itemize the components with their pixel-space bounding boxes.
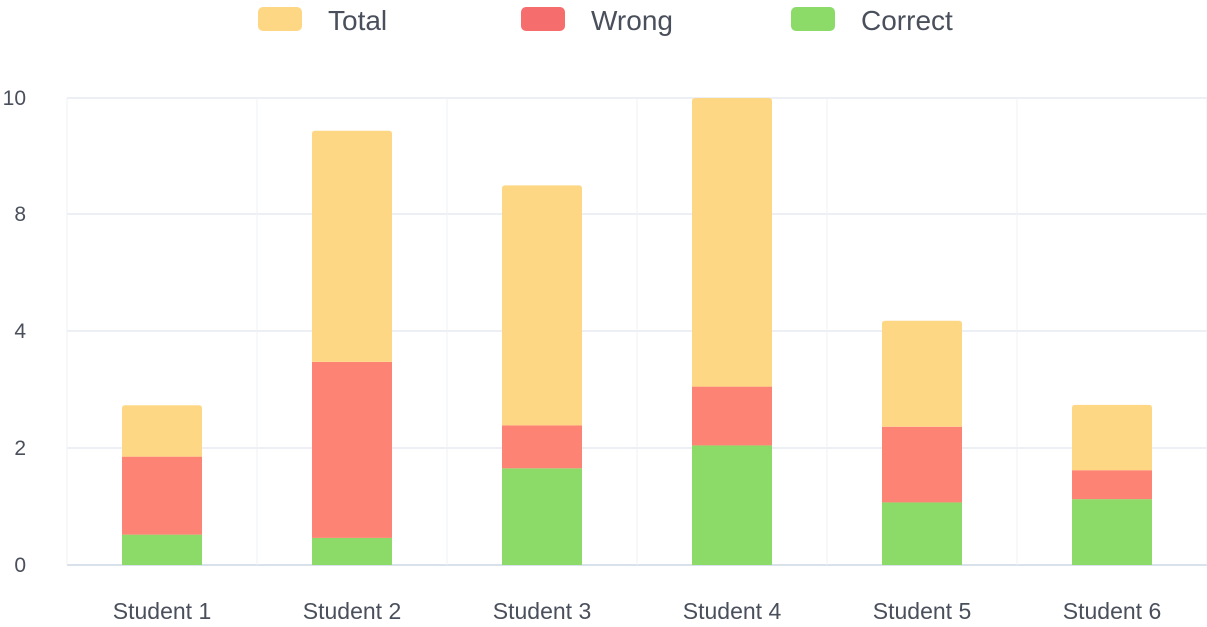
bar-stack	[692, 98, 772, 565]
bar-correct[interactable]	[882, 502, 962, 565]
legend-label: Wrong	[591, 5, 673, 36]
bar-wrong[interactable]	[1072, 470, 1152, 500]
legend-item[interactable]: Wrong	[521, 5, 673, 36]
y-tick-label: 2	[14, 437, 26, 460]
legend-item[interactable]: Correct	[791, 5, 953, 36]
legend-label: Total	[328, 5, 387, 36]
x-tick-label: Student 5	[873, 598, 971, 624]
bar-total[interactable]	[1072, 404, 1152, 471]
bar-total[interactable]	[122, 405, 202, 457]
y-tick-label: 8	[14, 203, 26, 226]
legend-swatch	[521, 7, 565, 31]
x-tick-label: Student 3	[493, 598, 591, 624]
bar-total[interactable]	[502, 185, 582, 426]
legend-swatch	[791, 7, 835, 31]
bar-wrong[interactable]	[312, 361, 392, 538]
legend: Total Wrong Correct	[258, 5, 953, 36]
bar-wrong[interactable]	[882, 426, 962, 503]
x-tick-label: Student 1	[113, 598, 211, 624]
y-axis: 0 2 4 8 10	[3, 87, 27, 577]
bar-correct[interactable]	[1072, 499, 1152, 565]
x-tick-label: Student 6	[1063, 598, 1161, 624]
bar-wrong[interactable]	[692, 386, 772, 446]
bar-stack	[312, 130, 392, 565]
legend-swatch	[258, 7, 302, 31]
bar-wrong[interactable]	[502, 425, 582, 469]
bars	[122, 98, 1152, 565]
y-tick-label: 0	[14, 554, 26, 577]
legend-item[interactable]: Total	[258, 5, 387, 36]
bar-stack	[122, 405, 202, 565]
y-tick-label: 4	[14, 320, 26, 343]
bar-correct[interactable]	[502, 468, 582, 565]
x-tick-label: Student 4	[683, 598, 782, 624]
bar-stack	[882, 320, 962, 565]
y-tick-label: 10	[3, 87, 26, 110]
bar-stack	[502, 185, 582, 565]
bar-total[interactable]	[312, 130, 392, 362]
x-tick-label: Student 2	[303, 598, 401, 624]
bar-correct[interactable]	[692, 445, 772, 565]
bar-stack	[1072, 404, 1152, 565]
legend-label: Correct	[861, 5, 953, 36]
bar-total[interactable]	[692, 98, 772, 387]
bar-wrong[interactable]	[122, 456, 202, 535]
gridlines	[66, 97, 1207, 566]
bar-correct[interactable]	[122, 534, 202, 565]
bar-total[interactable]	[882, 320, 962, 427]
bar-correct[interactable]	[312, 537, 392, 565]
